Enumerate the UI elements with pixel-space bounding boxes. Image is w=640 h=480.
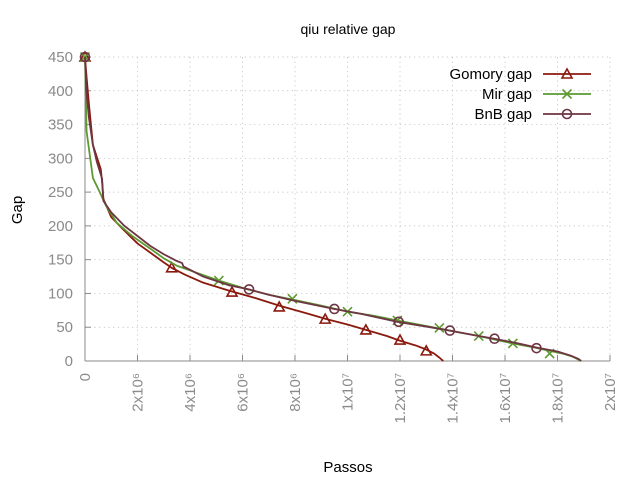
y-tick-label: 400 (48, 83, 73, 100)
marker-stroke (287, 293, 298, 304)
data-point-mir-gap (507, 338, 518, 349)
legend-marker-bnb-gap (561, 108, 573, 120)
y-tick-label: 200 (48, 218, 73, 235)
data-point-bnb-gap (393, 316, 404, 328)
legend: Gomory gap Mir gap BnB gap (449, 66, 591, 123)
x-tick-label: 1.2x10⁷ (392, 373, 409, 423)
data-point-bnb-gap (79, 51, 91, 63)
y-tick-label: 100 (48, 285, 73, 302)
y-axis-title: Gap (9, 196, 26, 224)
legend-label-bnb-gap: BnB gap (474, 106, 532, 123)
tick-labels: 0 50 100 150 200 250 300 350 400 450 0 2x10⁶ 4x10⁶ 6x… (48, 49, 619, 423)
legend-label-gomory-gap: Gomory gap (449, 66, 532, 83)
y-tick-label: 250 (48, 184, 73, 201)
data-point-gomory-gap (393, 333, 407, 345)
data-point-bnb-gap (329, 303, 340, 315)
legend-marker-gomory-gap (560, 67, 574, 79)
series-gomory-gap (78, 50, 444, 362)
x-tick-label: 4x10⁶ (182, 373, 199, 412)
legend-marker-mir-gap (561, 88, 573, 100)
x-tick-label: 1x10⁷ (340, 373, 357, 411)
x-tick-label: 0 (77, 373, 94, 381)
x-tick-label: 1.4x10⁷ (445, 373, 462, 423)
series-layer (78, 50, 582, 362)
legend-entry-bnb-gap: BnB gap (474, 106, 591, 123)
data-point-bnb-gap (444, 325, 456, 336)
data-point-gomory-gap (359, 323, 373, 335)
x-tick-label: 2x10⁷ (602, 373, 619, 411)
data-point-gomory-gap (318, 312, 332, 324)
marker-stroke (561, 88, 573, 100)
x-tick-label: 6x10⁶ (235, 373, 252, 412)
y-tick-label: 350 (48, 117, 73, 134)
data-point-bnb-gap (531, 342, 542, 354)
y-tick-label: 300 (48, 150, 73, 167)
grid-lines (85, 56, 611, 361)
data-point-gomory-gap (225, 285, 239, 297)
data-point-gomory-gap (165, 261, 178, 273)
series-line-bnb-gap (84, 56, 582, 362)
legend-label-mir-gap: Mir gap (482, 86, 532, 103)
y-tick-label: 150 (48, 252, 73, 269)
chart-title: qiu relative gap (301, 21, 396, 37)
data-point-gomory-gap (272, 300, 286, 312)
x-tick-label: 1.8x10⁷ (550, 373, 567, 423)
data-point-bnb-gap (489, 333, 500, 345)
y-tick-label: 450 (48, 49, 73, 66)
x-tick-label: 2x10⁶ (130, 373, 147, 412)
legend-entry-mir-gap: Mir gap (482, 86, 591, 103)
series-line-gomory-gap (84, 56, 444, 362)
x-tick-label: 8x10⁶ (287, 373, 304, 412)
data-point-gomory-gap (419, 344, 433, 356)
legend-entry-gomory-gap: Gomory gap (449, 66, 591, 83)
axes (84, 56, 611, 362)
series-bnb-gap (79, 51, 582, 362)
marker-stroke (507, 338, 518, 349)
x-axis-title: Passos (323, 459, 372, 476)
x-tick-label: 1.6x10⁷ (497, 373, 514, 423)
data-point-bnb-gap (243, 284, 255, 295)
marker-stroke (213, 275, 224, 286)
y-tick-label: 0 (65, 353, 73, 370)
y-tick-label: 50 (56, 319, 73, 336)
